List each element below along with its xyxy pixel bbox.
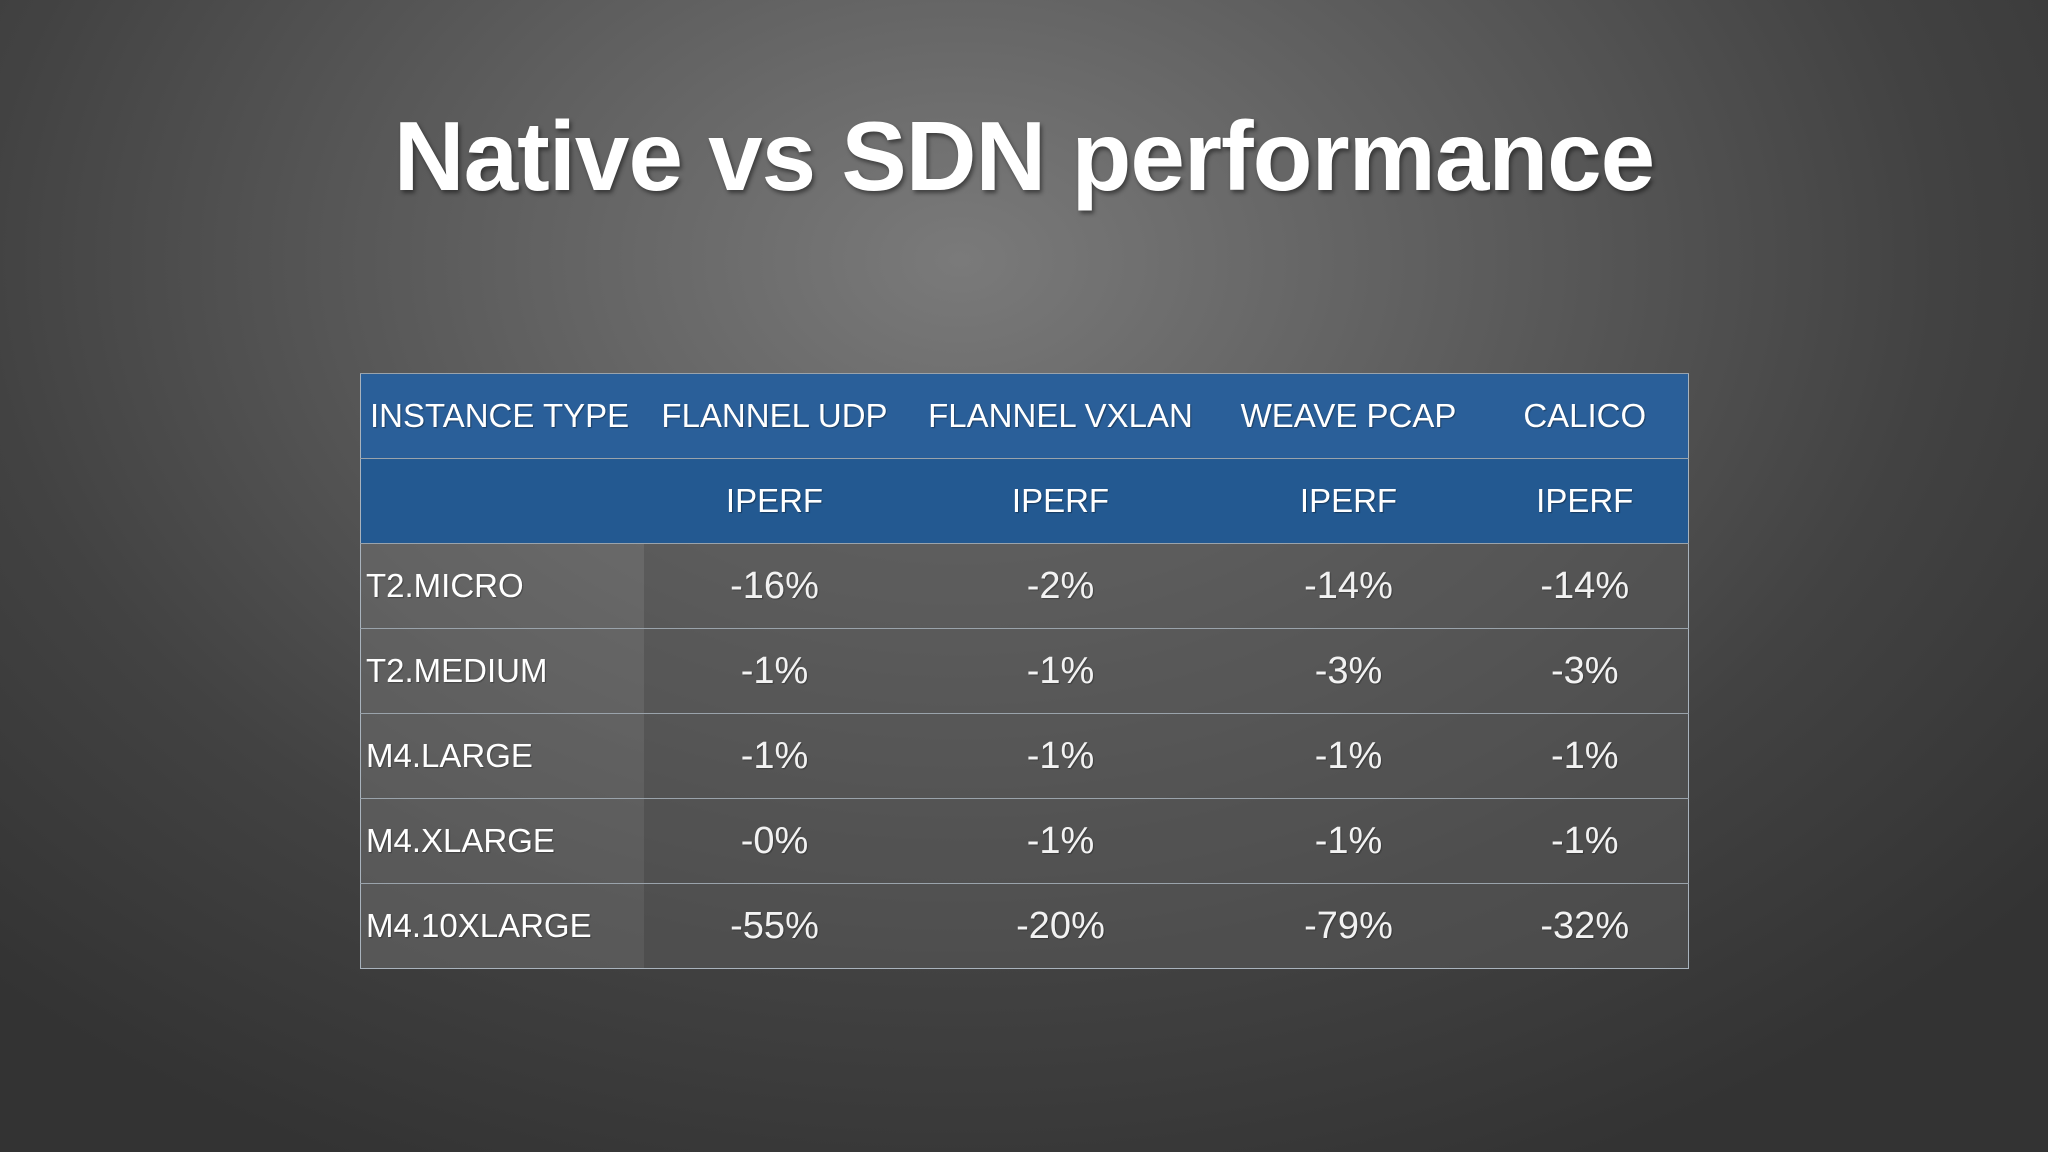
weave-pcap-cell: -3%: [1215, 628, 1482, 714]
calico-cell: -32%: [1481, 883, 1689, 969]
instance-type-cell: M4.LARGE: [360, 713, 644, 799]
instance-type-cell: M4.XLARGE: [360, 798, 644, 884]
table-row: T2.MICRO -16% -2% -14% -14%: [360, 543, 1689, 629]
subheader-instance-type: [360, 458, 644, 544]
table-row: M4.10XLARGE -55% -20% -79% -32%: [360, 883, 1689, 969]
subheader-flannel-udp: IPERF: [643, 458, 906, 544]
flannel-udp-cell: -0%: [643, 798, 906, 884]
table-row: T2.MEDIUM -1% -1% -3% -3%: [360, 628, 1689, 714]
flannel-vxlan-cell: -20%: [905, 883, 1216, 969]
instance-type-cell: T2.MICRO: [360, 543, 644, 629]
instance-type-cell: M4.10XLARGE: [360, 883, 644, 969]
subheader-flannel-vxlan: IPERF: [905, 458, 1216, 544]
table-row: M4.LARGE -1% -1% -1% -1%: [360, 713, 1689, 799]
calico-cell: -3%: [1481, 628, 1689, 714]
subheader-weave-pcap: IPERF: [1215, 458, 1482, 544]
flannel-udp-cell: -16%: [643, 543, 906, 629]
performance-table: INSTANCE TYPE FLANNEL UDP FLANNEL VXLAN …: [360, 373, 1689, 969]
weave-pcap-cell: -14%: [1215, 543, 1482, 629]
table-subheader-row: IPERF IPERF IPERF IPERF: [360, 458, 1689, 544]
weave-pcap-cell: -1%: [1215, 798, 1482, 884]
header-calico: CALICO: [1481, 373, 1689, 459]
header-weave-pcap: WEAVE PCAP: [1215, 373, 1482, 459]
slide-title: Native vs SDN performance: [393, 101, 1655, 211]
calico-cell: -14%: [1481, 543, 1689, 629]
header-flannel-vxlan: FLANNEL VXLAN: [905, 373, 1216, 459]
header-instance-type: INSTANCE TYPE: [360, 373, 644, 459]
calico-cell: -1%: [1481, 798, 1689, 884]
flannel-vxlan-cell: -1%: [905, 713, 1216, 799]
flannel-vxlan-cell: -2%: [905, 543, 1216, 629]
header-flannel-udp: FLANNEL UDP: [643, 373, 906, 459]
instance-type-cell: T2.MEDIUM: [360, 628, 644, 714]
flannel-vxlan-cell: -1%: [905, 628, 1216, 714]
flannel-udp-cell: -1%: [643, 713, 906, 799]
flannel-udp-cell: -1%: [643, 628, 906, 714]
flannel-udp-cell: -55%: [643, 883, 906, 969]
weave-pcap-cell: -1%: [1215, 713, 1482, 799]
table-row: M4.XLARGE -0% -1% -1% -1%: [360, 798, 1689, 884]
weave-pcap-cell: -79%: [1215, 883, 1482, 969]
calico-cell: -1%: [1481, 713, 1689, 799]
subheader-calico: IPERF: [1481, 458, 1689, 544]
flannel-vxlan-cell: -1%: [905, 798, 1216, 884]
table-header-row: INSTANCE TYPE FLANNEL UDP FLANNEL VXLAN …: [360, 373, 1689, 459]
